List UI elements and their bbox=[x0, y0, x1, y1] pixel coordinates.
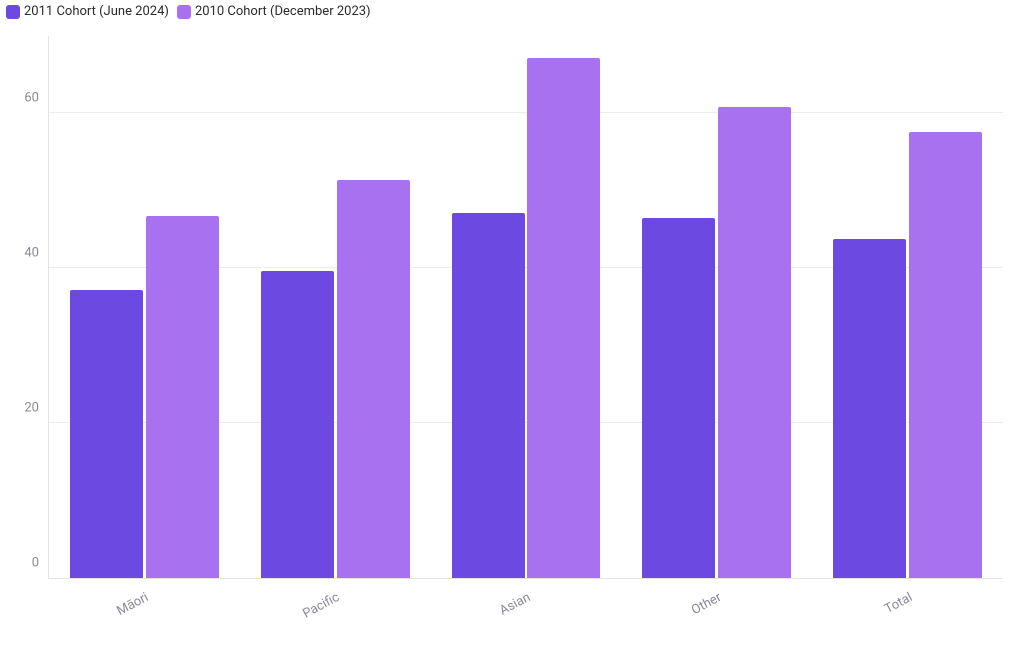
y-tick-label: 60 bbox=[24, 91, 49, 106]
x-tick-label: Total bbox=[882, 590, 915, 617]
x-tick-label: Other bbox=[689, 590, 724, 618]
legend-item-series-0[interactable]: 2011 Cohort (June 2024) bbox=[6, 4, 169, 19]
bar[interactable] bbox=[642, 218, 715, 578]
plot-area: 0204060MāoriPacificAsianOtherTotal bbox=[48, 36, 1003, 579]
x-tick-label: Pacific bbox=[301, 590, 343, 622]
legend-swatch-1 bbox=[177, 5, 191, 19]
chart-container: 2011 Cohort (June 2024) 2010 Cohort (Dec… bbox=[0, 0, 1015, 649]
y-tick-label: 0 bbox=[32, 556, 49, 571]
gridline bbox=[49, 112, 1003, 113]
bar[interactable] bbox=[833, 239, 906, 578]
bar[interactable] bbox=[70, 290, 143, 578]
legend-label-1: 2010 Cohort (December 2023) bbox=[195, 4, 371, 19]
y-tick-label: 20 bbox=[24, 401, 49, 416]
legend-label-0: 2011 Cohort (June 2024) bbox=[24, 4, 169, 19]
bar[interactable] bbox=[146, 216, 219, 578]
bar[interactable] bbox=[718, 107, 791, 578]
bar[interactable] bbox=[261, 271, 334, 578]
y-tick-label: 40 bbox=[24, 246, 49, 261]
bar[interactable] bbox=[527, 58, 600, 578]
bar[interactable] bbox=[337, 180, 410, 578]
legend-swatch-0 bbox=[6, 5, 20, 19]
legend-item-series-1[interactable]: 2010 Cohort (December 2023) bbox=[177, 4, 371, 19]
x-tick-label: Asian bbox=[497, 590, 533, 619]
bar[interactable] bbox=[909, 132, 982, 578]
x-tick-label: Māori bbox=[115, 590, 152, 619]
bar[interactable] bbox=[452, 213, 525, 578]
legend: 2011 Cohort (June 2024) 2010 Cohort (Dec… bbox=[6, 4, 371, 19]
